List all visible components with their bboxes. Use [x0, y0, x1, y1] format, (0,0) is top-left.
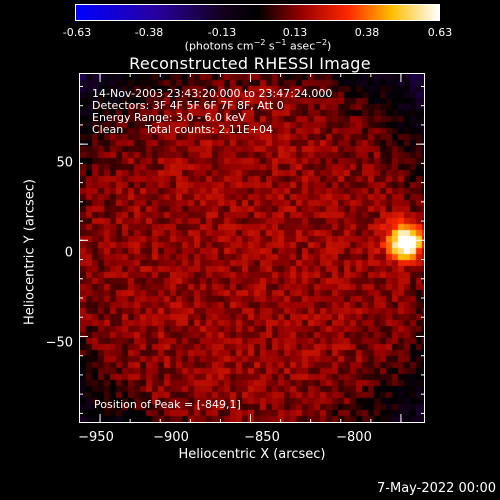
heatmap-image — [80, 74, 424, 422]
colorbar — [75, 4, 440, 21]
colorbar-tick: 0.63 — [427, 26, 453, 39]
info-detectors: Detectors: 3F 4F 5F 6F 7F 8F, Att 0 — [92, 99, 284, 112]
y-axis-label: Heliocentric Y (arcsec) — [22, 179, 38, 325]
y-tick-label: 50 — [56, 155, 73, 171]
colorbar-tick: -0.38 — [134, 26, 164, 39]
x-tick-label: −950 — [78, 430, 114, 445]
info-clean-row: Clean Total counts: 2.11E+04 — [92, 124, 332, 136]
x-axis-label: Heliocentric X (arcsec) — [178, 447, 326, 462]
x-tick-label: −800 — [336, 430, 372, 445]
chart-title: Reconstructed RHESSI Image — [129, 54, 371, 73]
colorbar-tick: 0.38 — [354, 26, 380, 39]
heatmap-plot: 14-Nov-2003 23:43:20.000 to 23:47:24.000… — [79, 73, 425, 423]
info-energy: Energy Range: 3.0 - 6.0 keV — [92, 111, 246, 124]
y-tick-label: −50 — [45, 335, 73, 351]
x-tick-label: −900 — [153, 430, 189, 445]
colorbar-unit-label: (photons cm−2 s−1 asec−2) — [184, 38, 332, 53]
colorbar-tick: 0.13 — [282, 26, 308, 39]
x-tick-label: −850 — [244, 430, 280, 445]
info-time-range: 14-Nov-2003 23:43:20.000 to 23:47:24.000 — [92, 87, 333, 100]
info-block: 14-Nov-2003 23:43:20.000 to 23:47:24.000… — [92, 88, 332, 136]
y-tick-label: 0 — [64, 245, 73, 261]
colorbar-tick: -0.63 — [62, 26, 92, 39]
info-clean: Clean — [92, 123, 124, 136]
footer-date: 7-May-2022 00:00 — [377, 481, 496, 496]
info-counts: Total counts: 2.11E+04 — [145, 123, 274, 136]
peak-position-label: Position of Peak = [-849,1] — [94, 398, 241, 411]
colorbar-tick: -0.13 — [207, 26, 237, 39]
